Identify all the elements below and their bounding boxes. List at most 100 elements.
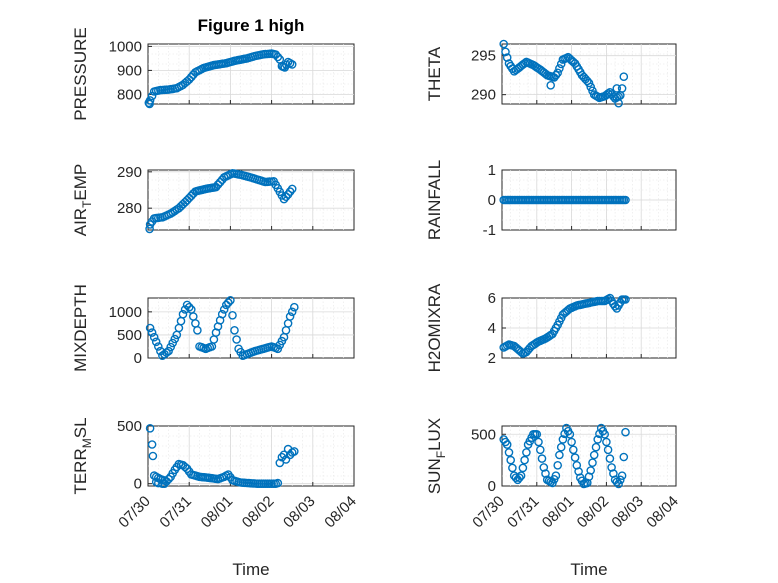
data-point [617, 84, 627, 93]
data-point [193, 325, 202, 335]
data-point [553, 68, 563, 78]
data-point [182, 300, 192, 310]
subplot-terr-msl: 0 500 07/30 07/31 08/01 08/02 08/03 08/04 Time TE… [71, 417, 360, 579]
figure-title: Figure 1 high [198, 16, 305, 35]
data-point [166, 342, 175, 352]
data-point [287, 184, 297, 194]
x-tick-label: 07/31 [156, 493, 195, 532]
data-point [589, 450, 599, 460]
data-point [502, 440, 512, 449]
subplot-theta: 290 295 THETA [425, 39, 677, 108]
x-tick-label: 07/31 [504, 493, 543, 532]
x-axis-label: Time [232, 560, 269, 579]
data-point [162, 477, 171, 486]
data-point [223, 298, 233, 307]
x-tick-label: 08/02 [574, 493, 613, 532]
y-tick-label: 280 [117, 200, 142, 217]
data-point [586, 466, 596, 475]
data-point [614, 98, 623, 108]
y-tick-label: 900 [117, 62, 142, 79]
data-point [502, 53, 512, 62]
data-point [588, 458, 597, 468]
data-point [600, 429, 610, 439]
x-tick-label: 08/03 [280, 493, 319, 532]
y-tick-label: 1000 [109, 38, 142, 55]
data-point [612, 84, 622, 93]
data-point [506, 455, 516, 465]
data-point [518, 463, 528, 473]
data-point [149, 332, 159, 342]
data-point [501, 47, 510, 57]
data-point [551, 70, 561, 80]
subplot-mixdepth: 0 500 1000 MIXDEPTH [71, 284, 355, 372]
data-point [584, 78, 594, 88]
data-point [508, 463, 517, 473]
data-point [279, 450, 289, 460]
y-tick-label: 500 [117, 327, 142, 344]
y-tick-label: 1 [488, 162, 496, 179]
x-tick-label: 08/02 [239, 493, 278, 532]
data-point [230, 325, 239, 335]
x-tick-label: 08/04 [321, 493, 360, 532]
data-point [145, 323, 155, 333]
data-point [504, 448, 514, 457]
data-point [211, 182, 221, 192]
y-axis-label: THETA [425, 46, 444, 101]
data-point [616, 475, 625, 485]
data-point [520, 455, 529, 465]
data-point [145, 224, 154, 234]
data-point [570, 453, 580, 462]
data-point [226, 295, 235, 305]
data-point [591, 442, 601, 452]
y-tick-label: 0 [488, 192, 496, 209]
y-tick-label: -1 [483, 222, 496, 239]
y-tick-label: 295 [471, 48, 496, 65]
y-tick-label: 500 [117, 418, 142, 435]
data-point [499, 39, 509, 49]
data-point [151, 337, 161, 347]
data-point [621, 427, 630, 437]
y-axis-label: SUNFLUX [425, 418, 448, 494]
data-point [160, 479, 169, 489]
data-point [178, 309, 188, 319]
data-point [555, 64, 564, 73]
data-point [565, 429, 575, 439]
data-point [215, 177, 225, 187]
data-point [148, 451, 158, 461]
data-point [277, 452, 287, 462]
data-point [287, 60, 297, 69]
data-point [555, 450, 564, 460]
y-axis-label: PRESSURE [71, 27, 90, 121]
data-point [147, 328, 157, 337]
data-point [145, 423, 155, 433]
data-point [170, 334, 180, 344]
data-point [621, 295, 630, 304]
y-tick-label: 2 [488, 350, 496, 367]
y-axis-label: MIXDEPTH [71, 284, 90, 372]
data-point [219, 305, 229, 314]
y-tick-label: 800 [117, 86, 142, 103]
y-tick-label: 0 [134, 350, 142, 367]
data-point [228, 310, 237, 320]
data-point [145, 99, 154, 109]
subplot-air-temp: 280 290 AIRTEMP [71, 164, 355, 237]
data-point [619, 72, 629, 81]
data-point [621, 195, 630, 205]
subplot-h2omixra: 2 4 6 H2OMIXRA [425, 283, 677, 372]
data-point [184, 302, 194, 312]
data-point [614, 479, 623, 489]
data-point [281, 192, 291, 201]
y-axis-label: H2OMIXRA [425, 283, 444, 372]
data-point [147, 440, 157, 449]
y-tick-label: 500 [471, 426, 496, 443]
data-point [536, 445, 545, 455]
y-axis-label: TERRMSL [71, 417, 94, 494]
data-point [289, 447, 299, 456]
y-axis-label: AIRTEMP [71, 164, 94, 237]
data-point [217, 309, 227, 319]
data-point [147, 91, 157, 101]
data-point [511, 473, 521, 483]
data-point [289, 302, 299, 312]
